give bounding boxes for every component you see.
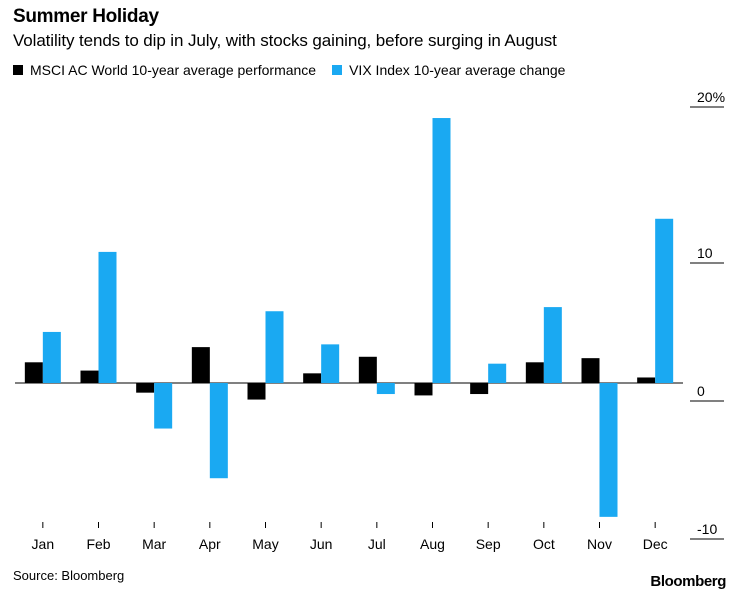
bar-vix-dec bbox=[655, 218, 674, 383]
bar-msci-nov bbox=[581, 358, 600, 383]
bar-vix-jul bbox=[376, 383, 395, 395]
bar-vix-jan bbox=[42, 331, 61, 383]
x-tick-label: Nov bbox=[587, 536, 612, 552]
y-tick-label: 0 bbox=[697, 383, 705, 399]
bloomberg-logo: Bloomberg bbox=[650, 573, 726, 590]
bar-vix-aug bbox=[432, 118, 451, 383]
bar-msci-aug bbox=[414, 383, 433, 396]
bar-msci-feb bbox=[80, 370, 99, 383]
bar-vix-nov bbox=[599, 383, 618, 517]
bar-msci-jan bbox=[24, 362, 43, 383]
bar-msci-apr bbox=[191, 347, 210, 383]
x-tick-label: Sep bbox=[476, 536, 501, 552]
legend: MSCI AC World 10-year average performanc… bbox=[13, 62, 581, 78]
chart-subtitle: Volatility tends to dip in July, with st… bbox=[13, 31, 557, 50]
bar-vix-oct bbox=[543, 307, 562, 383]
y-tick-label: 10 bbox=[697, 245, 713, 261]
x-tick-label: Aug bbox=[420, 536, 445, 552]
y-tick-label: 20% bbox=[697, 89, 725, 105]
source-note: Source: Bloomberg bbox=[13, 568, 125, 583]
chart-title: Summer Holiday bbox=[13, 6, 159, 27]
bar-vix-apr bbox=[209, 383, 228, 479]
legend-swatch-vix bbox=[332, 65, 343, 75]
x-tick-label: Jul bbox=[368, 536, 386, 552]
legend-item-msci: MSCI AC World 10-year average performanc… bbox=[13, 62, 316, 78]
legend-label-msci: MSCI AC World 10-year average performanc… bbox=[30, 62, 317, 78]
bar-msci-mar bbox=[136, 383, 155, 393]
bar-vix-may bbox=[265, 311, 284, 383]
legend-item-vix: VIX Index 10-year average change bbox=[332, 62, 565, 78]
bar-vix-sep bbox=[488, 363, 507, 383]
x-tick-label: Oct bbox=[533, 536, 555, 552]
x-tick-label: May bbox=[252, 536, 278, 552]
bar-msci-jul bbox=[358, 356, 377, 383]
bar-msci-dec bbox=[637, 377, 656, 383]
bar-msci-jun bbox=[303, 373, 322, 383]
bar-msci-oct bbox=[525, 362, 544, 383]
bar-vix-feb bbox=[98, 251, 117, 383]
x-tick-label: Feb bbox=[86, 536, 110, 552]
legend-label-vix: VIX Index 10-year average change bbox=[349, 62, 566, 78]
x-tick-label: Dec bbox=[643, 536, 668, 552]
bar-vix-jun bbox=[321, 344, 340, 383]
x-tick-label: Jan bbox=[32, 536, 55, 552]
y-tick-label: -10 bbox=[697, 521, 717, 537]
legend-swatch-msci bbox=[13, 65, 23, 75]
x-tick-label: Jun bbox=[310, 536, 333, 552]
bar-msci-sep bbox=[470, 383, 489, 395]
bar-vix-mar bbox=[154, 383, 173, 429]
x-tick-label: Apr bbox=[199, 536, 221, 552]
x-tick-label: Mar bbox=[142, 536, 166, 552]
bar-msci-may bbox=[247, 383, 266, 400]
